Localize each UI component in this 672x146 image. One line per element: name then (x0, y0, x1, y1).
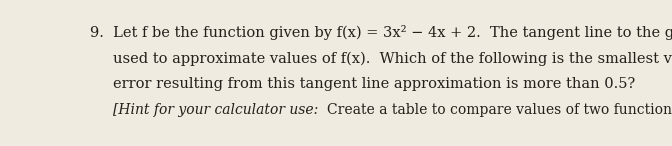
Text: [Hint for your calculator use:: [Hint for your calculator use: (113, 103, 327, 117)
Text: 9.  Let f be the function given by f(x) = 3x² − 4x + 2.  The tangent line to the: 9. Let f be the function given by f(x) =… (90, 25, 672, 40)
Text: error resulting from this tangent line approximation is more than 0.5?: error resulting from this tangent line a… (113, 77, 635, 91)
Text: used to approximate values of f(x).  Which of the following is the smallest valu: used to approximate values of f(x). Whic… (113, 51, 672, 66)
Text: Create a table to compare values of two functions.]: Create a table to compare values of two … (327, 103, 672, 117)
